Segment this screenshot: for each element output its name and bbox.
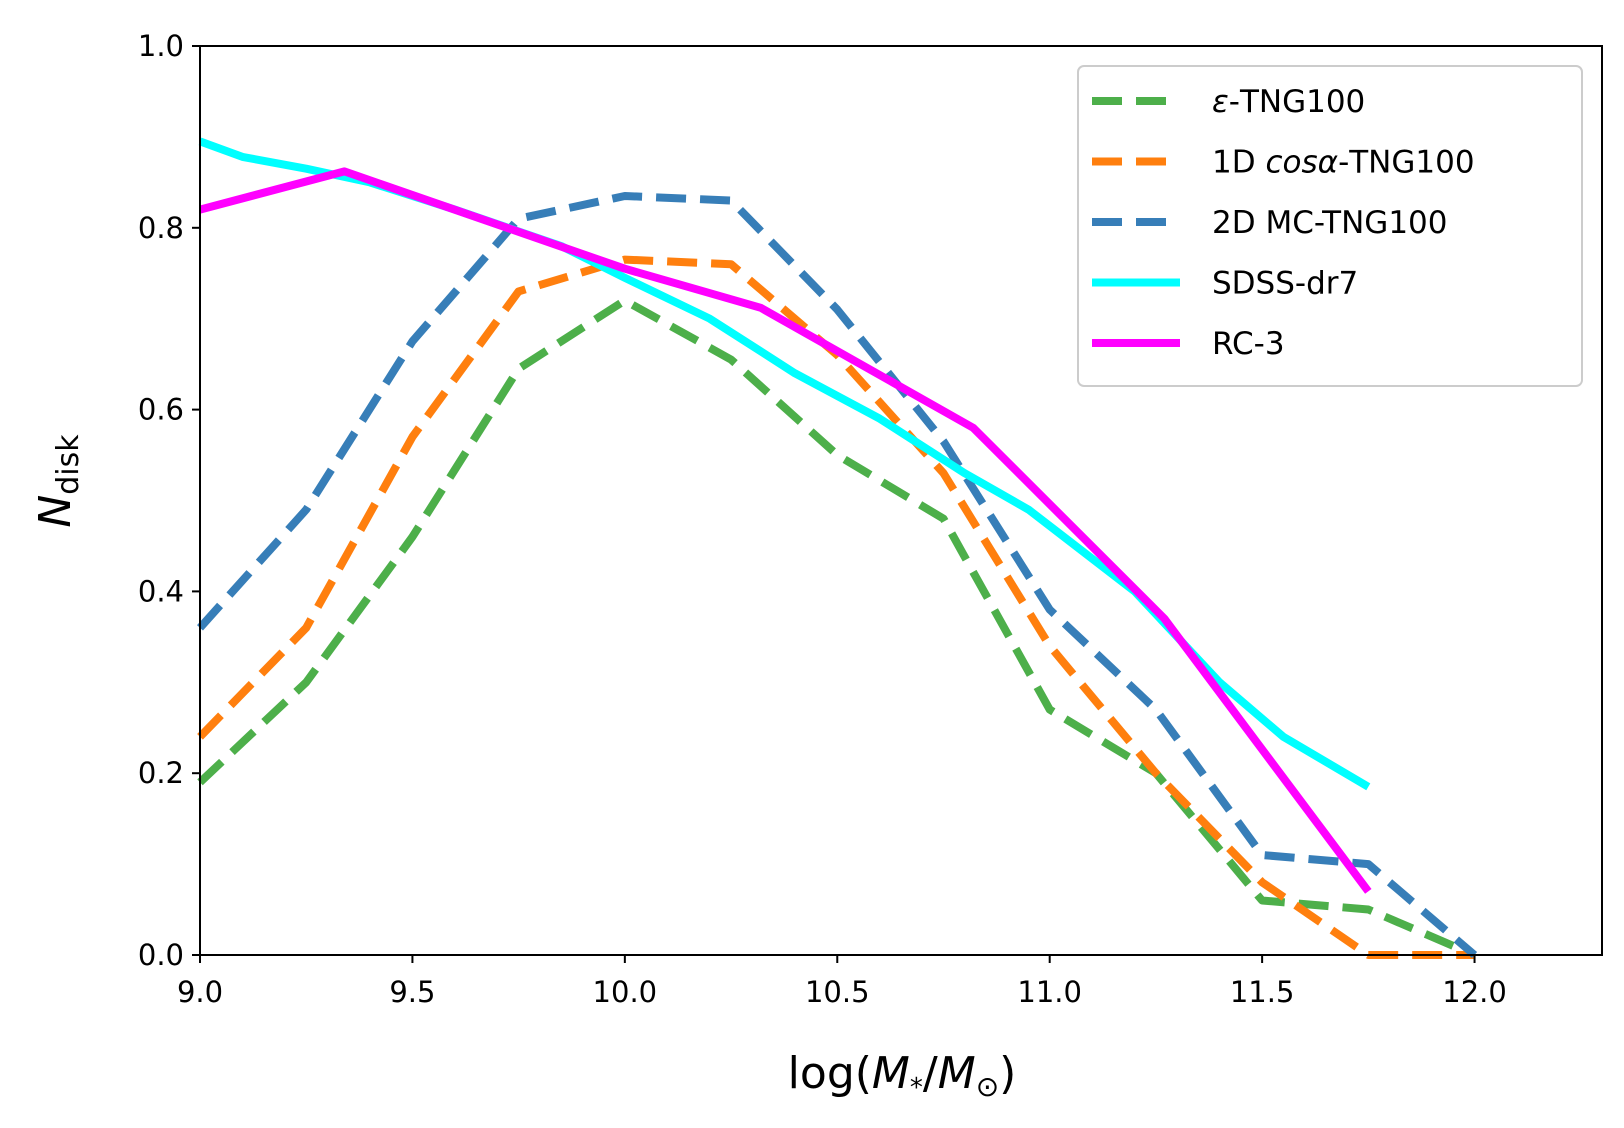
x-tick-label: 11.5 <box>1230 975 1295 1009</box>
legend-label-sdss-dr7: SDSS-dr7 <box>1212 266 1358 302</box>
y-tick-label: 0.6 <box>138 393 184 427</box>
y-tick-label: 0.8 <box>138 211 184 245</box>
legend: ε-TNG100 1D cosα-TNG100 2D MC-TNG100 SDSS-d… <box>1077 65 1583 387</box>
x-tick-label: 9.5 <box>389 975 435 1009</box>
series-line-2d-mc-tng100 <box>197 192 1478 959</box>
series-line-rc-3 <box>198 167 1372 894</box>
legend-box <box>1077 65 1583 387</box>
x-tick-label: 10.0 <box>593 975 658 1009</box>
y-tick-label: 0.0 <box>138 938 184 972</box>
legend-label-2d-mc-tng100: 2D MC-TNG100 <box>1212 205 1448 241</box>
y-axis-title: Ndisk <box>30 434 86 528</box>
plot-frame <box>199 45 1603 956</box>
x-tick-label: 11.0 <box>1017 975 1082 1009</box>
x-tick-label: 9.0 <box>177 975 223 1009</box>
x-tick-label: 10.5 <box>805 975 870 1009</box>
series-line-tng100 <box>197 296 1477 959</box>
x-tick-label: 12.0 <box>1442 975 1507 1009</box>
series-layer <box>197 137 1478 959</box>
tick-layer: 9.0 9.5 10.0 10.5 11.0 11.5 12.0 0.0 0.2 0.4 0.6 0.… <box>138 29 1507 1009</box>
legend-label-1d-cos-tng100: 1D cosα-TNG100 <box>1212 145 1475 181</box>
y-tick-label: 1.0 <box>138 29 184 63</box>
y-tick-label: 0.4 <box>138 574 184 608</box>
legend-label-rc-3: RC-3 <box>1212 326 1285 362</box>
legend-label-tng100: ε-TNG100 <box>1212 84 1365 120</box>
x-axis-title: log(M*/M⊙) <box>788 1048 1017 1103</box>
y-tick-label: 0.2 <box>138 756 184 790</box>
